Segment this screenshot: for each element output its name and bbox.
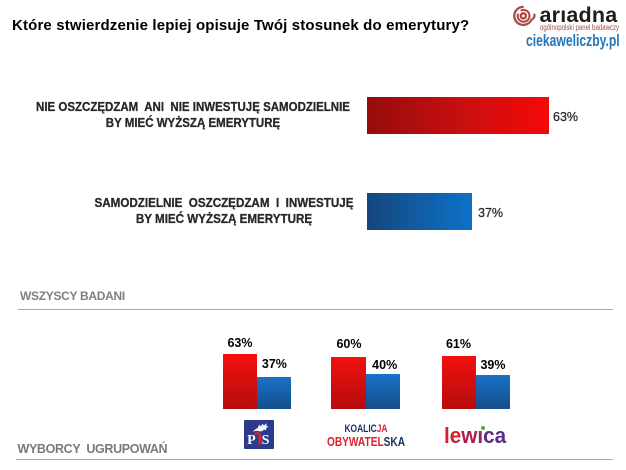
svg-text:S: S (262, 433, 270, 448)
svg-text:P: P (247, 433, 256, 448)
